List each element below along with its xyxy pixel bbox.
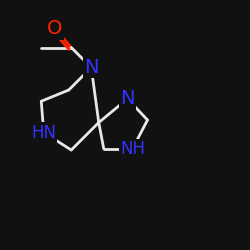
Text: HN: HN <box>31 124 56 142</box>
Text: N: N <box>120 89 135 108</box>
Text: O: O <box>47 19 63 38</box>
Text: N: N <box>84 58 98 77</box>
Text: NH: NH <box>120 140 145 158</box>
